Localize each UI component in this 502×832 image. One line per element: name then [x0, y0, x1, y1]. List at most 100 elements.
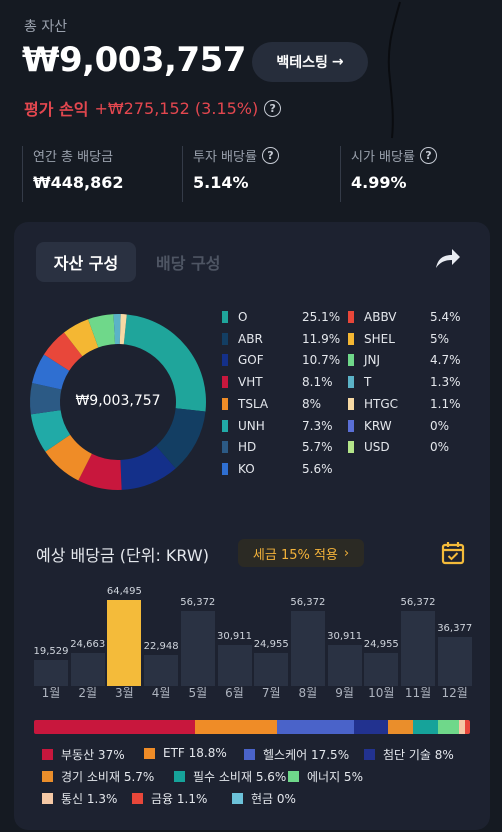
month-label: 12월	[441, 686, 468, 700]
bar-7월[interactable]	[254, 653, 289, 686]
tax-label: 세금 15% 적용	[252, 547, 338, 563]
bar-8월[interactable]	[290, 611, 325, 686]
donut-slice-gof	[120, 445, 176, 490]
bar-11월[interactable]	[401, 611, 435, 686]
legend-name: HTGC	[364, 396, 399, 411]
legend-percent: 5%	[430, 331, 450, 346]
sector-swatch	[364, 749, 375, 760]
legend-percent: 1.3%	[430, 375, 461, 390]
bar-9월[interactable]	[327, 645, 362, 686]
legend-swatch	[348, 419, 354, 432]
sector-legend-item: ETF 18.8%	[144, 746, 227, 760]
market-yield-label: 시가 배당률	[351, 150, 415, 165]
bar-column[interactable]: 24,663	[70, 586, 105, 686]
bar-column[interactable]: 56,372	[401, 586, 436, 686]
tab-dividend-composition[interactable]: 배당 구성	[156, 254, 221, 273]
donut-slice-abr	[156, 408, 206, 469]
legend-percent: 5.7%	[302, 440, 333, 455]
bar-column[interactable]: 64,495	[107, 586, 142, 686]
bar-column[interactable]: 36,377	[437, 586, 472, 686]
bar-column[interactable]: 24,955	[364, 586, 399, 686]
legend-swatch	[222, 376, 228, 389]
sector-segment	[195, 720, 278, 734]
legend-name: ABR	[238, 331, 263, 346]
bar-column[interactable]: 56,372	[180, 586, 215, 686]
bar-value-label: 19,529	[33, 646, 69, 657]
profit-loss-label: 평가 손익	[24, 100, 89, 119]
calendar-icon[interactable]	[440, 540, 466, 566]
total-assets-value: ₩9,003,757	[22, 40, 246, 80]
sector-swatch	[42, 771, 53, 782]
bar-column[interactable]: 24,955	[254, 586, 289, 686]
month-label: 9월	[335, 686, 354, 700]
donut-center-value: ₩9,003,757	[75, 393, 161, 409]
bar-column[interactable]: 56,372	[290, 586, 325, 686]
legend-swatch	[222, 397, 228, 410]
month-label: 2월	[78, 686, 98, 700]
sector-segment	[413, 720, 438, 734]
backtest-label: 백테스팅	[276, 55, 328, 71]
legend-swatch	[348, 397, 354, 410]
month-axis: 1월 2월 3월 4월 5월 6월 7월 8월 9월 10월 11월 12월	[32, 684, 472, 700]
bar-5월[interactable]	[180, 611, 215, 686]
sector-segment	[465, 720, 470, 734]
legend-item-usd: USD 0%	[348, 439, 468, 455]
sector-label: 에너지 5%	[307, 770, 363, 784]
bar-column[interactable]: 19,529	[34, 586, 69, 686]
legend-percent: 5.4%	[430, 310, 461, 324]
legend-percent: 4.7%	[430, 353, 461, 368]
donut-slice-o	[123, 314, 207, 412]
tab-asset-composition[interactable]: 자산 구성	[36, 242, 136, 282]
annual-dividend-value: ₩448,862	[33, 173, 124, 192]
legend-swatch	[222, 419, 228, 432]
bar-value-label: 22,948	[143, 641, 179, 652]
help-icon[interactable]: ?	[264, 99, 282, 117]
donut-slice-shel	[63, 319, 99, 357]
legend-percent: 11.9%	[302, 331, 341, 346]
bar-column[interactable]: 30,911	[327, 586, 362, 686]
sector-swatch	[244, 749, 255, 760]
sector-legend-item: 첨단 기술 8%	[364, 746, 454, 763]
invest-yield-label: 투자 배당률	[193, 150, 257, 165]
sector-stacked-bar	[34, 720, 470, 734]
handwritten-stroke	[387, 1, 401, 139]
legend-name: GOF	[238, 353, 264, 368]
month-label: 4월	[151, 686, 171, 700]
bar-value-label: 36,377	[437, 623, 473, 634]
sector-label: 부동산 37%	[61, 748, 125, 762]
bar-4월[interactable]	[144, 655, 179, 686]
sector-swatch	[42, 749, 53, 760]
bar-3월[interactable]	[107, 600, 142, 686]
bar-12월[interactable]	[437, 637, 472, 686]
bar-1월[interactable]	[34, 660, 68, 686]
donut-slice-htgc	[119, 314, 127, 345]
bar-2월[interactable]	[70, 653, 105, 686]
help-icon[interactable]: ?	[261, 147, 279, 164]
sector-swatch	[144, 747, 155, 759]
tax-toggle-button[interactable]: 세금 15% 적용 ›	[238, 539, 364, 567]
month-label: 10월	[368, 686, 395, 700]
share-icon[interactable]	[432, 246, 462, 272]
legend-percent: 8%	[302, 396, 322, 411]
legend-name: ABBV	[364, 310, 397, 324]
legend-swatch	[348, 441, 354, 454]
bar-value-label: 24,955	[253, 639, 289, 650]
bar-value-label: 56,372	[180, 597, 216, 608]
bar-10월[interactable]	[364, 653, 399, 686]
legend-swatch	[348, 376, 354, 389]
legend-swatch	[222, 441, 228, 454]
legend-name: T	[364, 375, 372, 390]
legend-item-hd: HD 5.7%	[222, 439, 342, 455]
bar-column[interactable]: 30,911	[217, 586, 252, 686]
bar-column[interactable]: 22,948	[144, 586, 179, 686]
legend-item-o: O 25.1%	[222, 309, 342, 325]
legend-item-vht: VHT 8.1%	[222, 374, 342, 390]
legend-percent: 0%	[430, 418, 450, 433]
backtest-button[interactable]: 백테스팅 →	[252, 42, 368, 82]
bar-6월[interactable]	[217, 645, 252, 686]
help-icon[interactable]: ?	[419, 147, 437, 164]
sector-legend-item: 금융 1.1%	[132, 790, 207, 807]
invest-yield-stat: 투자 배당률 ? 5.14%	[182, 146, 340, 202]
sector-segment	[437, 720, 460, 734]
donut-slice-hd	[30, 382, 62, 415]
